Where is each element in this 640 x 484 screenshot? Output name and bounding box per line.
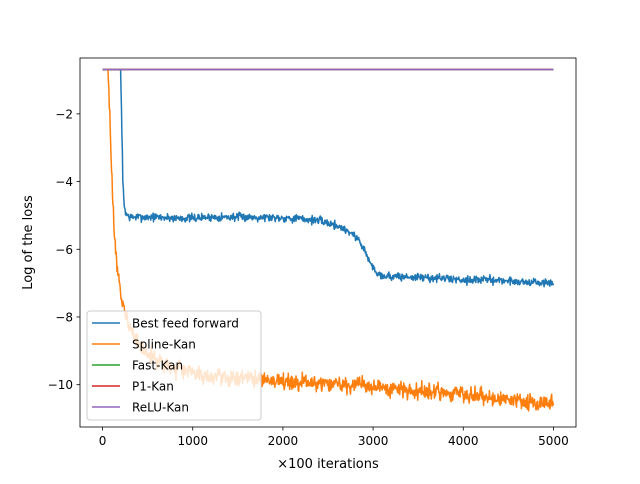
legend-label: P1-Kan: [132, 380, 174, 394]
x-tick-label: 3000: [358, 434, 389, 448]
x-tick-label: 5000: [538, 434, 569, 448]
y-tick-label: −6: [55, 243, 73, 257]
x-tick-label: 1000: [177, 434, 208, 448]
legend-label: ReLU-Kan: [132, 401, 189, 415]
x-tick-label: 2000: [268, 434, 299, 448]
x-tick-label: 0: [99, 434, 107, 448]
x-axis-label: ×100 iterations: [277, 457, 379, 472]
y-tick-label: −10: [48, 378, 73, 392]
y-tick-label: −2: [55, 107, 73, 121]
plot-frame: [79, 57, 577, 428]
series-line-best-feed-forward: [102, 69, 555, 288]
y-axis-label: Log of the loss: [21, 195, 36, 290]
y-tick-label: −8: [55, 310, 73, 324]
x-tick-label: 4000: [448, 434, 479, 448]
legend-label: Spline-Kan: [132, 338, 196, 352]
legend-box: [86, 310, 262, 421]
legend-label: Fast-Kan: [132, 359, 183, 373]
y-tick-label: −4: [55, 175, 73, 189]
y-axis-ticks: −2 −4 −6 −8 −10: [48, 107, 80, 392]
legend: Best feed forward Spline-Kan Fast-Kan P1-Ka…: [86, 310, 262, 421]
legend-label: Best feed forward: [132, 317, 239, 331]
x-axis-ticks: 0 1000 2000 3000 4000 5000: [99, 427, 569, 448]
